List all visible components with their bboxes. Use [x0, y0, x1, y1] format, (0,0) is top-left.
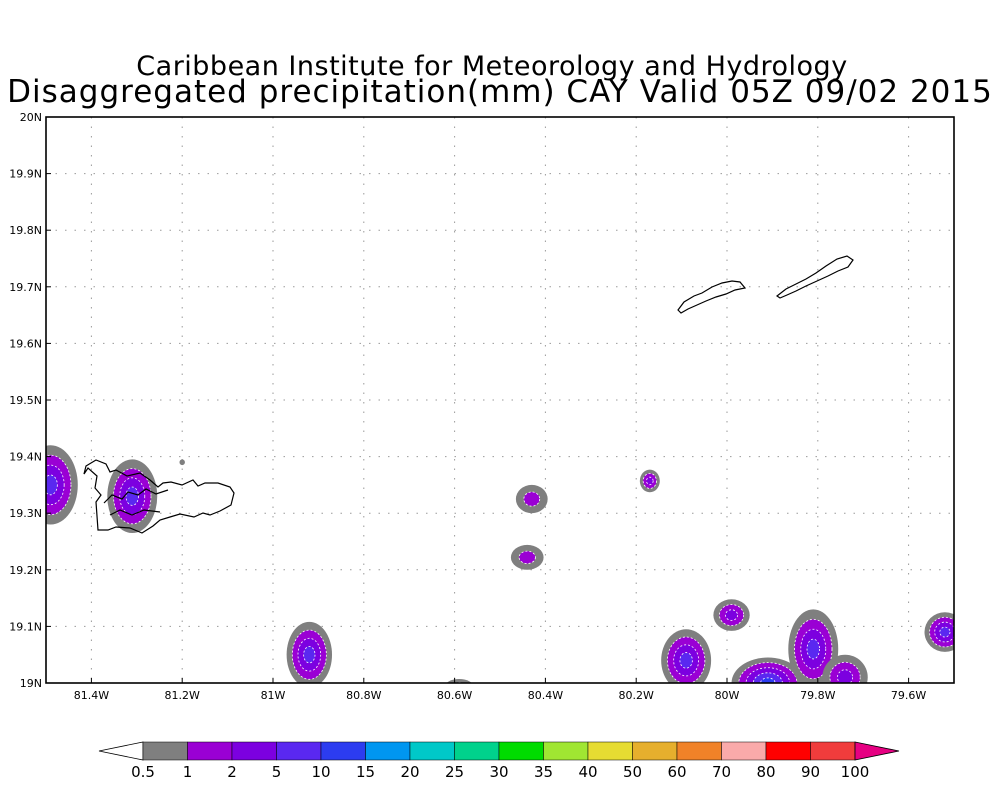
colorbar-legend: 0.5 1 2 5 10 15 20 25 30 35 40 50 60 70 80 90 100 — [98, 741, 900, 781]
colorbar-bin — [320, 741, 366, 761]
plot-area — [46, 117, 954, 683]
y-tick-label: 19.8N — [9, 224, 42, 237]
x-tick-label: 81.2W — [165, 689, 200, 702]
y-tick-label: 19N — [20, 677, 42, 690]
colorbar-bin — [543, 741, 589, 761]
colorbar-bin — [765, 741, 811, 761]
colorbar-bin — [142, 741, 188, 761]
y-tick-label: 19.7N — [9, 281, 42, 294]
grand-cayman-outline — [83, 459, 235, 534]
colorbar-label: 70 — [712, 763, 731, 781]
y-tick-label: 20N — [20, 111, 42, 124]
colorbar-bin — [587, 741, 633, 761]
coastlines — [83, 255, 854, 534]
colorbar-label: 30 — [489, 763, 508, 781]
y-axis-ticks: 19N 19.1N 19.2N 19.3N 19.4N 19.5N 19.6N 19.7N 19… — [9, 111, 51, 690]
x-tick-label: 80W — [715, 689, 740, 702]
colorbar-label: 5 — [272, 763, 282, 781]
grand-cayman-inland — [103, 488, 169, 516]
precip-cell — [661, 629, 712, 683]
precip-cell — [924, 612, 954, 652]
precip-cell — [46, 445, 78, 525]
colorbar-label: 100 — [841, 763, 870, 781]
precip-contour — [46, 474, 58, 496]
y-tick-label: 19.3N — [9, 507, 42, 520]
colorbar-label: 15 — [356, 763, 375, 781]
precip-cell — [822, 654, 868, 683]
colorbar-label: 20 — [400, 763, 419, 781]
precip-contour — [939, 626, 951, 638]
precip-contour — [179, 459, 185, 466]
precip-contour — [679, 652, 693, 669]
x-axis-ticks: 81.4W 81.2W 81W 80.8W 80.6W 80.4W 80.2W 80W 79.8… — [74, 678, 926, 702]
x-tick-label: 81.4W — [74, 689, 109, 702]
colorbar-bin — [454, 741, 500, 761]
precip-contour — [725, 609, 738, 621]
y-tick-label: 19.6N — [9, 337, 42, 350]
precip-contour — [646, 476, 654, 486]
colorbar-label: 35 — [534, 763, 553, 781]
colorbar-label: 2 — [227, 763, 237, 781]
precip-cell — [731, 657, 805, 683]
x-tick-label: 80.2W — [619, 689, 654, 702]
chart-title-institute: Caribbean Institute for Meteorology and … — [136, 51, 847, 82]
y-tick-label: 19.1N — [9, 620, 42, 633]
precip-contour — [806, 638, 820, 660]
precipitation-field — [46, 445, 954, 683]
x-tick-label: 81W — [261, 689, 286, 702]
precip-cell — [510, 544, 544, 570]
colorbar-label: 25 — [445, 763, 464, 781]
colorbar-bin — [231, 741, 277, 761]
precip-contour — [303, 646, 316, 664]
colorbar-label: 50 — [623, 763, 642, 781]
precip-contour — [446, 679, 472, 683]
colorbar-bin — [721, 741, 767, 761]
colorbar-bin — [365, 741, 411, 761]
colorbar-bin — [676, 741, 722, 761]
colorbar-label: 90 — [801, 763, 820, 781]
colorbar-label: 0.5 — [131, 763, 155, 781]
y-tick-label: 19.2N — [9, 564, 42, 577]
precip-cell — [788, 609, 839, 683]
precip-contour — [523, 491, 541, 507]
colorbar-low-arrow — [98, 741, 144, 761]
colorbar-bin — [409, 741, 455, 761]
colorbar-bin — [187, 741, 233, 761]
y-tick-label: 19.5N — [9, 394, 42, 407]
colorbar-bin — [632, 741, 678, 761]
precip-cell — [107, 459, 158, 534]
colorbar-high-arrow — [854, 741, 900, 761]
precip-cell — [713, 599, 750, 631]
colorbar-label: 60 — [667, 763, 686, 781]
precip-contour — [837, 669, 854, 683]
colorbar-label: 80 — [756, 763, 775, 781]
colorbar-label: 40 — [578, 763, 597, 781]
chart-title-product: Disaggregated precipitation(mm) CAY Vali… — [7, 74, 993, 110]
x-tick-label: 79.8W — [800, 689, 835, 702]
colorbar-bin — [498, 741, 544, 761]
colorbar-label: 1 — [183, 763, 193, 781]
x-tick-label: 80.6W — [437, 689, 472, 702]
colorbar-label: 10 — [311, 763, 330, 781]
cayman-brac-outline — [775, 255, 854, 299]
x-tick-label: 80.8W — [346, 689, 381, 702]
colorbar-bin — [276, 741, 322, 761]
precip-contour — [518, 550, 536, 564]
x-tick-label: 79.6W — [891, 689, 926, 702]
y-tick-label: 19.9N — [9, 168, 42, 181]
precip-contour — [760, 677, 776, 683]
precip-cell — [179, 459, 185, 466]
little-cayman-outline — [677, 280, 747, 314]
y-tick-label: 19.4N — [9, 451, 42, 464]
precip-cell — [286, 621, 333, 683]
precip-cell — [515, 484, 548, 514]
x-tick-label: 80.4W — [528, 689, 563, 702]
precip-cell — [639, 469, 660, 493]
precip-contour — [125, 486, 139, 506]
colorbar-bin — [810, 741, 856, 761]
